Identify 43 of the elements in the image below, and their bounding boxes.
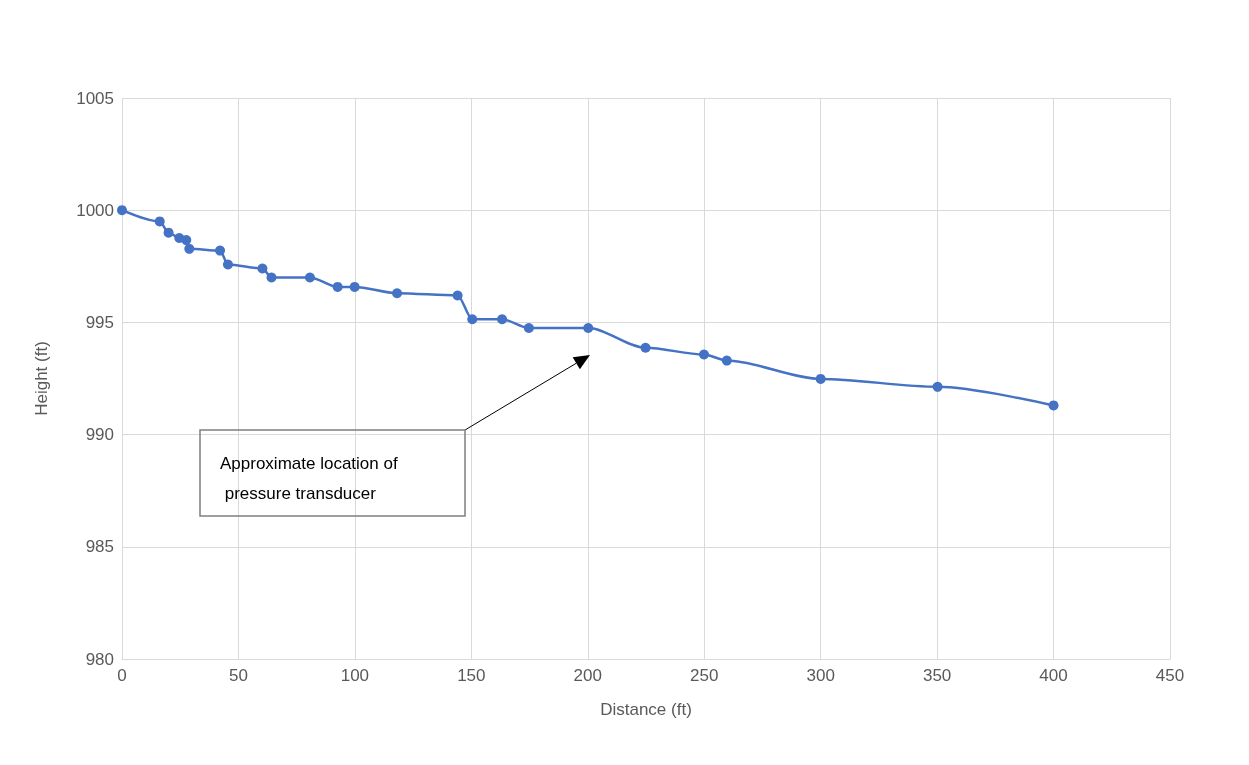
- point: [332, 281, 343, 292]
- x-tick-label: 50: [228, 666, 248, 685]
- y-tick-label: 1005: [76, 88, 114, 108]
- point: [523, 323, 534, 334]
- x-tick-label: 0: [117, 666, 127, 685]
- point: [815, 373, 826, 384]
- point: [257, 263, 268, 274]
- point: [640, 342, 651, 353]
- y-tick-label: 985: [85, 537, 114, 557]
- y-tick-label: 1000: [76, 200, 114, 220]
- point: [583, 323, 594, 334]
- y-tick-label: 995: [85, 312, 114, 332]
- x-tick-label: 300: [806, 666, 835, 685]
- point: [304, 272, 315, 283]
- x-tick-label: 350: [922, 666, 952, 685]
- x-tick-label: 200: [573, 666, 602, 685]
- x-tick-label: 250: [690, 666, 719, 685]
- point: [699, 349, 709, 360]
- point: [117, 205, 127, 216]
- point: [266, 272, 277, 283]
- point: [349, 281, 360, 292]
- x-axis-title: Distance (ft): [600, 700, 692, 719]
- point: [215, 245, 226, 256]
- x-tick-label: 150: [457, 666, 486, 685]
- y-tick-label: 990: [85, 425, 114, 445]
- point: [222, 259, 233, 270]
- point: [721, 355, 732, 366]
- y-axis-title: Height (ft): [32, 341, 51, 416]
- point: [497, 314, 508, 325]
- y-tick-label: 980: [85, 649, 114, 669]
- point: [184, 243, 195, 254]
- annotation: Approximate location of pressure transducer: [220, 453, 398, 503]
- x-tick-label: 400: [1039, 666, 1068, 685]
- x-tick-label: 450: [1155, 666, 1185, 685]
- point: [1048, 400, 1059, 411]
- point: [392, 288, 403, 299]
- point: [163, 227, 174, 238]
- point: [452, 290, 463, 301]
- point: [932, 381, 943, 392]
- point: [181, 235, 192, 246]
- point: [154, 216, 165, 227]
- x-tick-label: 100: [340, 666, 370, 685]
- point: [467, 314, 478, 325]
